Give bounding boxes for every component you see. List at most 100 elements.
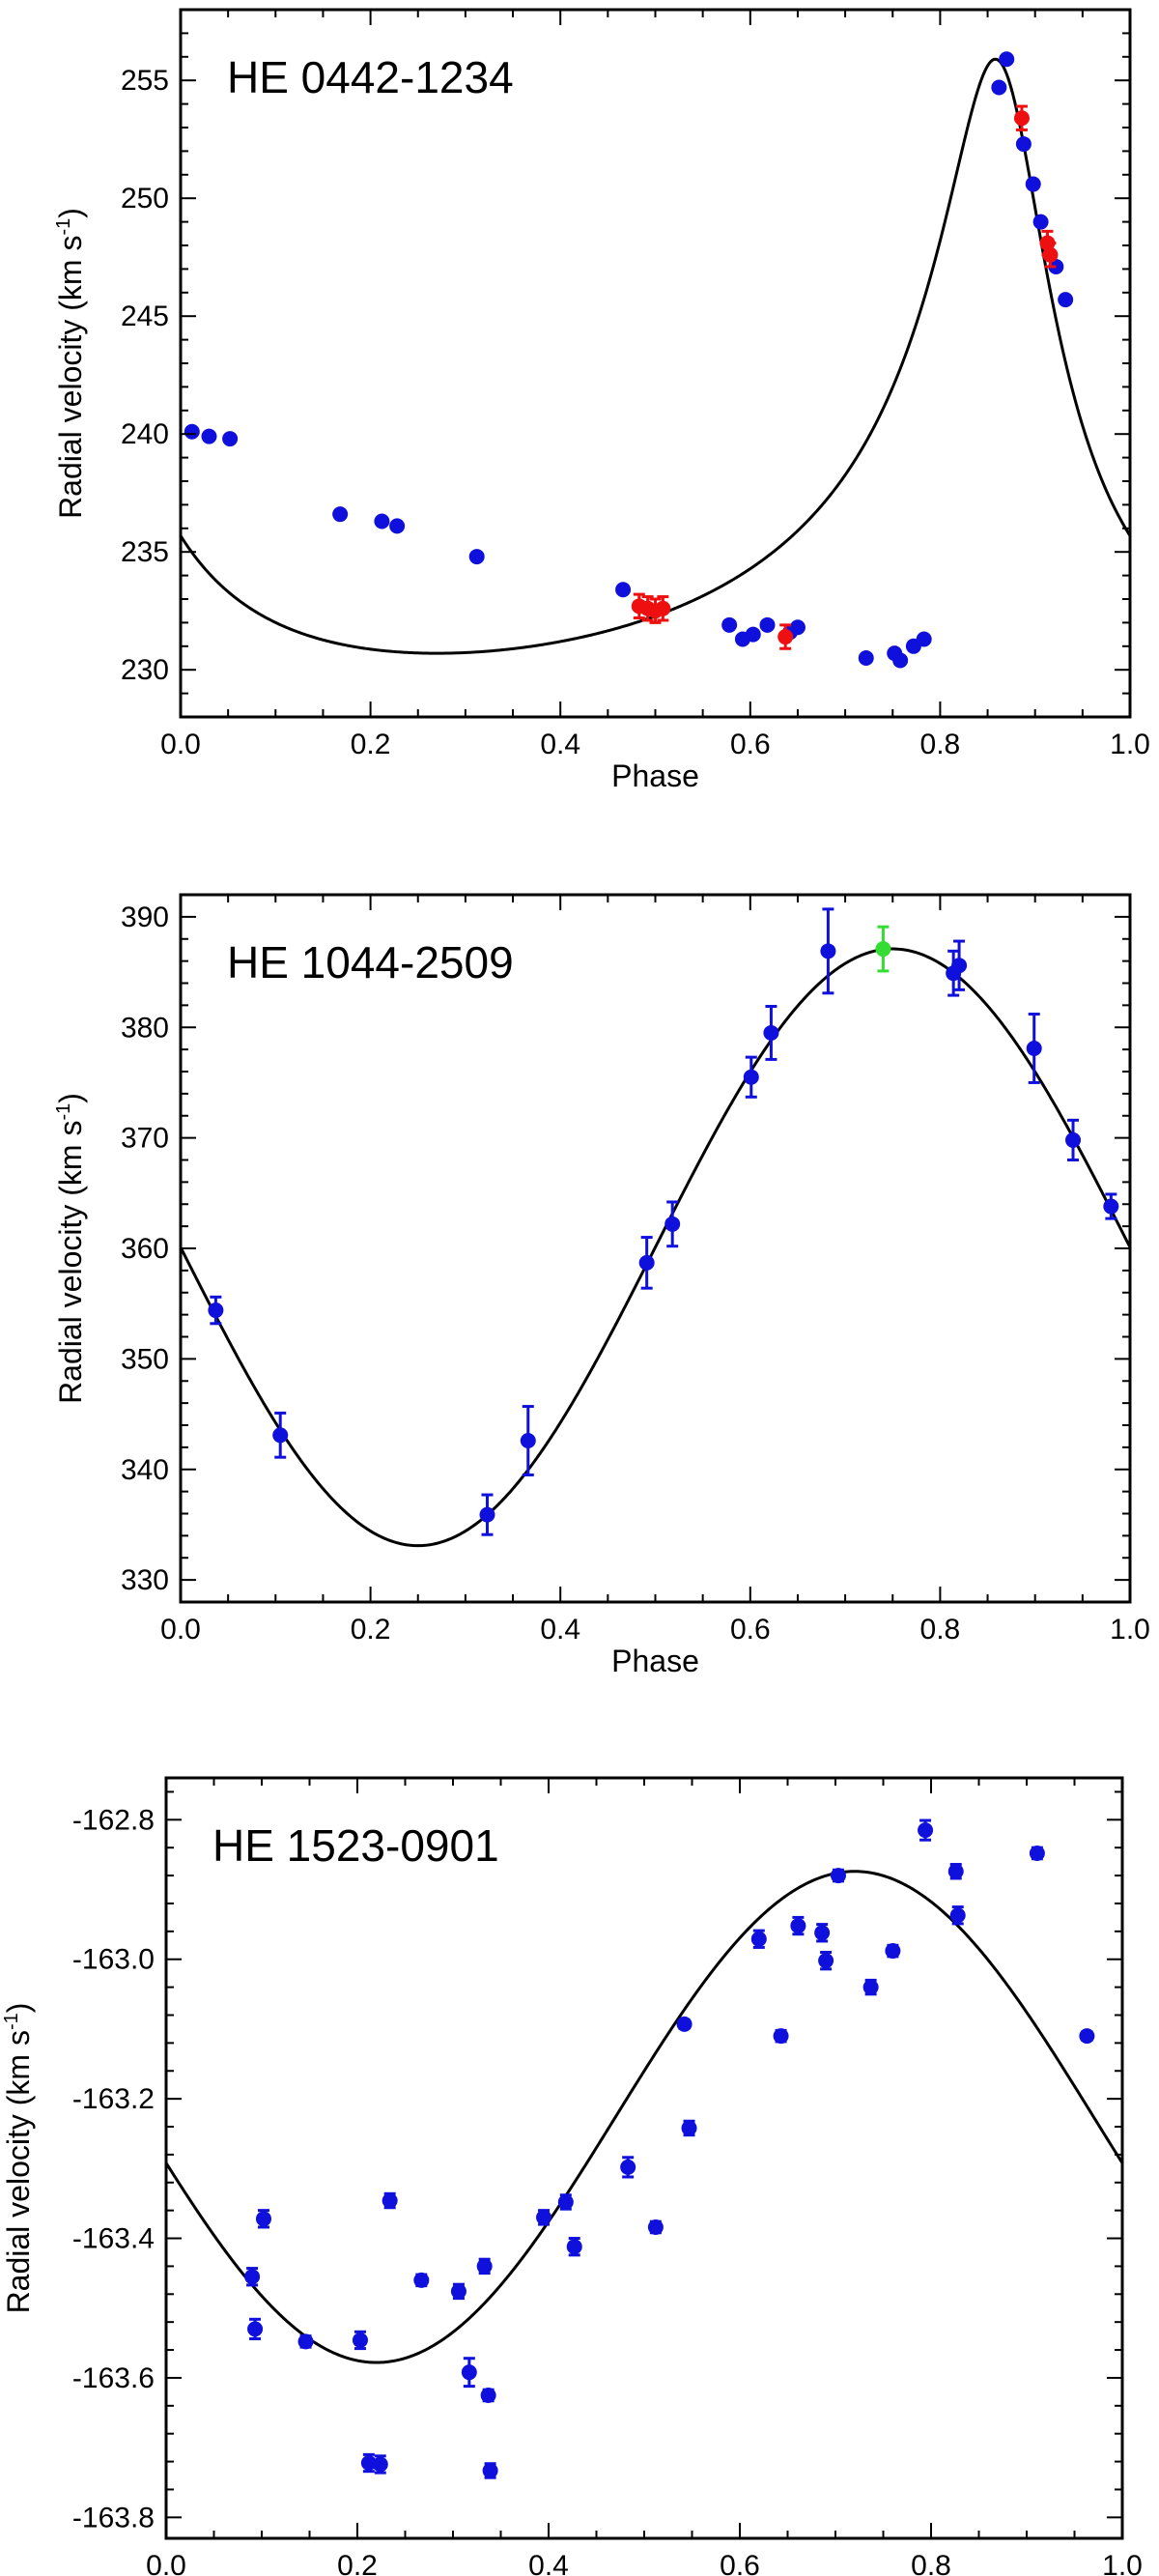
y-tick-label: -162.8 (72, 1804, 155, 1836)
data-point (479, 1506, 495, 1523)
data-point (476, 2258, 493, 2275)
model-curve (181, 947, 1130, 1548)
data-point (352, 2332, 368, 2348)
y-tick-label: -163.8 (72, 2502, 155, 2533)
data-point (759, 616, 776, 633)
x-tick-label: 1.0 (1110, 729, 1150, 760)
data-point (892, 652, 909, 669)
y-tick-label: 255 (121, 65, 169, 97)
y-axis-label-tail: ) (1, 2003, 36, 2014)
data-point (1103, 1198, 1119, 1215)
y-tick-label: -163.4 (72, 2223, 155, 2255)
y-axis-label-tail: ) (53, 1093, 88, 1103)
chart-panel-he-1523-0901: 0.0 0.2 0.4 0.6 0.8 1.0 -163.8 -163.6 -163.4 -163… (1, 1776, 1143, 2576)
data-point (991, 79, 1007, 96)
data-point (1013, 110, 1030, 127)
x-tick-label: 1.0 (1110, 1614, 1150, 1646)
data-point (1025, 176, 1041, 192)
y-tick-label: 240 (121, 418, 169, 450)
model-curve (181, 57, 1130, 655)
data-point (1065, 1131, 1082, 1148)
data-point (615, 582, 632, 598)
data-point (820, 943, 836, 959)
y-axis-label-text: Radial velocity (km s (53, 1121, 88, 1404)
x-tick-label: 0.6 (720, 2550, 760, 2576)
y-tick-label: -163.0 (72, 1944, 155, 1976)
data-point (620, 2159, 636, 2175)
y-tick-label: 350 (121, 1343, 169, 1375)
data-series (244, 1818, 1095, 2479)
x-tick-label: 1.0 (1102, 2550, 1143, 2576)
data-point (655, 600, 671, 616)
model-curve (166, 1870, 1122, 2364)
y-axis-label: Radial velocity (km s-1) (53, 208, 88, 519)
data-point (681, 2120, 697, 2136)
x-tick-label: 0.4 (540, 729, 580, 760)
data-point (247, 2321, 264, 2337)
x-tick-label: 0.8 (920, 729, 961, 760)
data-point (916, 631, 932, 647)
x-tick-label: 0.0 (146, 2550, 186, 2576)
x-tick-label: 0.4 (540, 1614, 580, 1646)
data-point (763, 1024, 779, 1041)
data-point (647, 2218, 664, 2235)
data-point (557, 2193, 574, 2210)
y-axis-label: Radial velocity (km s-1) (53, 1093, 88, 1404)
data-point (875, 941, 891, 958)
data-point (949, 1907, 966, 1924)
data-point (566, 2239, 582, 2255)
x-tick-label: 0.0 (160, 729, 201, 760)
data-point (1058, 292, 1074, 308)
data-point (374, 513, 390, 530)
data-point (222, 431, 239, 447)
data-point (297, 2333, 314, 2350)
data-point (789, 619, 806, 636)
x-tick-label: 0.8 (911, 2550, 951, 2576)
y-tick-label: 230 (121, 654, 169, 686)
x-axis-label: Phase (611, 758, 699, 793)
data-point (885, 1943, 901, 1960)
data-point (1079, 2028, 1095, 2045)
data-point (482, 2462, 498, 2478)
chart-panel-he-1044-2509: 0.0 0.2 0.4 0.6 0.8 1.0 330 340 350 360 370 380 390 P… (53, 893, 1150, 1678)
y-axis-label-sup: -1 (1, 2013, 22, 2030)
x-tick-label: 0.2 (337, 2550, 378, 2576)
data-point (1029, 1845, 1045, 1861)
data-point (208, 1302, 224, 1319)
data-point (1042, 246, 1059, 263)
data-point (480, 2387, 496, 2403)
data-point (536, 2209, 552, 2225)
y-tick-label: -163.6 (72, 2362, 155, 2394)
data-series (875, 925, 891, 973)
y-axis-label: Radial velocity (km s-1) (1, 2003, 36, 2314)
data-point (818, 1953, 834, 1969)
data-series (184, 51, 1074, 669)
data-point (382, 2192, 398, 2209)
data-point (468, 549, 485, 565)
data-point (272, 1427, 289, 1444)
data-point (862, 1979, 879, 1995)
data-point (184, 423, 200, 440)
y-tick-label: 390 (121, 902, 169, 933)
y-tick-label: 235 (121, 536, 169, 568)
data-point (638, 1254, 655, 1271)
x-axis-label: Phase (611, 1644, 699, 1678)
panel-title: HE 1523-0901 (212, 1820, 499, 1871)
y-axis-label-text: Radial velocity (km s (1, 2030, 36, 2313)
x-tick-label: 0.4 (528, 2550, 569, 2576)
x-tick-label: 0.6 (730, 1614, 771, 1646)
data-point (721, 616, 738, 633)
x-tick-label: 0.0 (160, 1614, 201, 1646)
data-point (413, 2272, 430, 2288)
data-point (777, 629, 794, 645)
data-point (951, 958, 968, 974)
data-point (255, 2211, 271, 2227)
data-point (1026, 1040, 1042, 1056)
data-point (360, 2455, 377, 2472)
data-point (461, 2364, 477, 2381)
data-point (372, 2456, 388, 2473)
data-series (208, 907, 1119, 1536)
data-point (1015, 136, 1032, 153)
data-series (631, 104, 1059, 650)
